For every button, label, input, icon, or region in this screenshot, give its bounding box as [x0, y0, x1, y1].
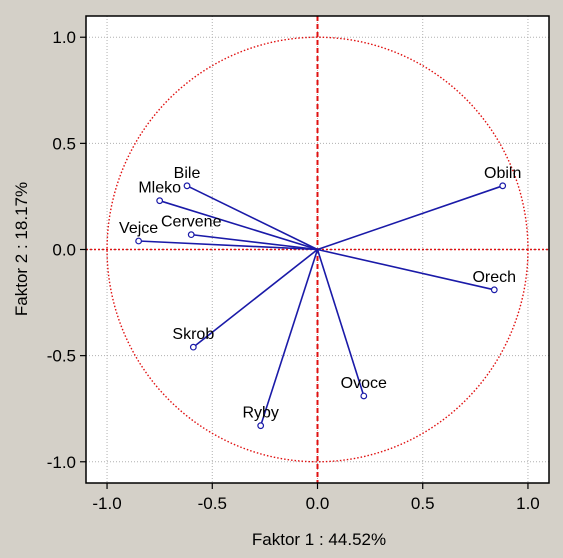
- axis-ticks: [80, 36, 529, 489]
- vector-cervene: [191, 233, 318, 251]
- vector-obiln: [317, 185, 503, 251]
- point-obiln: [499, 182, 507, 190]
- point-ovoce: [360, 392, 368, 400]
- point-label-orech: Orech: [472, 269, 516, 286]
- x-tick-label: 0.5: [411, 494, 435, 513]
- x-axis-title: Faktor 1 : 44.52%: [252, 530, 386, 549]
- vector-bile: [186, 185, 318, 251]
- point-skrob: [189, 343, 197, 351]
- vector-orech: [317, 248, 495, 291]
- x-tick-label: -0.5: [198, 494, 227, 513]
- point-label-cervene: Cervene: [161, 214, 222, 231]
- point-orech: [490, 286, 498, 294]
- x-tick-label: 1.0: [516, 494, 540, 513]
- y-axis-title: Faktor 2 : 18.17%: [12, 182, 31, 316]
- vector-ovoce: [316, 249, 365, 397]
- point-label-obiln: Obiln: [484, 165, 521, 182]
- vector-ryby: [259, 249, 319, 426]
- vector-skrob: [192, 248, 318, 348]
- point-mleko: [156, 197, 164, 205]
- point-label-bile: Bile: [174, 165, 201, 182]
- point-label-ryby: Ryby: [242, 405, 278, 422]
- x-tick-labels: -1.0 -0.5 0.0 0.5 1.0: [92, 494, 539, 513]
- y-tick-labels: 1.0 0.5 0.0 -0.5 -1.0: [47, 28, 76, 472]
- loading-vectors: [135, 182, 507, 430]
- y-tick-label: -1.0: [47, 453, 76, 472]
- point-bile: [183, 182, 191, 190]
- point-ryby: [257, 422, 265, 430]
- y-tick-label: -0.5: [47, 347, 76, 366]
- point-cervene: [187, 231, 195, 239]
- vector-mleko: [159, 199, 318, 251]
- point-label-ovoce: Ovoce: [341, 375, 387, 392]
- y-tick-label: 1.0: [52, 28, 76, 47]
- point-vejce: [135, 237, 143, 245]
- y-tick-label: 0.5: [52, 134, 76, 153]
- point-label-skrob: Skrob: [172, 326, 214, 343]
- point-label-mleko: Mleko: [138, 180, 181, 197]
- x-tick-label: 0.0: [306, 494, 330, 513]
- y-tick-label: 0.0: [52, 241, 76, 260]
- point-label-vejce: Vejce: [119, 220, 158, 237]
- x-tick-label: -1.0: [92, 494, 121, 513]
- vector-vejce: [138, 240, 318, 251]
